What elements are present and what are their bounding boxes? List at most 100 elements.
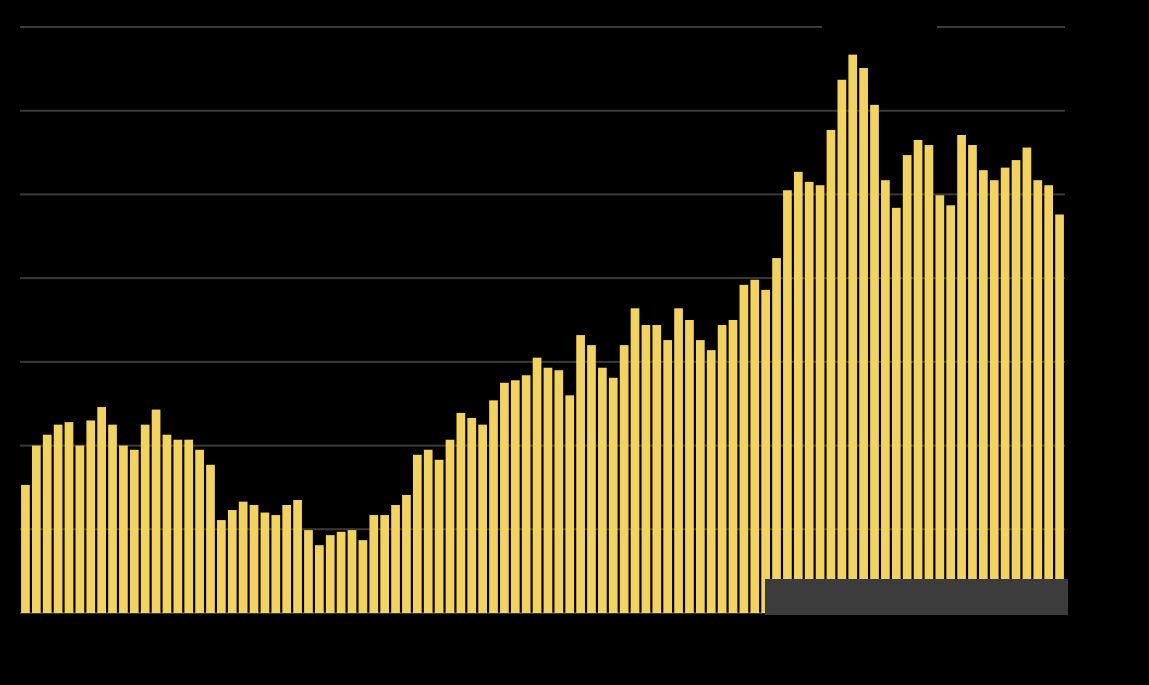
bar <box>42 434 52 613</box>
bar <box>1011 160 1021 613</box>
bar <box>772 258 781 613</box>
bar <box>402 494 411 613</box>
bar <box>979 170 988 613</box>
bar <box>129 449 139 613</box>
bar <box>140 424 150 613</box>
bar <box>108 424 117 613</box>
bar <box>695 340 705 613</box>
bar <box>565 395 575 613</box>
bar <box>554 370 564 613</box>
y-tick-label: 60 <box>3 103 17 117</box>
bar <box>1022 147 1032 613</box>
bar <box>217 520 226 613</box>
bar <box>260 512 270 613</box>
bar <box>391 505 400 613</box>
bar <box>924 145 934 613</box>
bar <box>826 129 836 613</box>
bar <box>53 424 63 613</box>
y-tick-label: 30 <box>3 354 17 368</box>
bar <box>64 422 74 613</box>
bar <box>968 145 977 613</box>
bar <box>162 434 172 613</box>
y-tick-label: 10 <box>3 521 17 535</box>
bar <box>739 284 749 613</box>
bar <box>521 375 531 613</box>
bar <box>532 357 542 613</box>
bar <box>902 155 912 613</box>
bar <box>314 545 324 613</box>
bar <box>957 134 966 613</box>
bar <box>500 382 509 613</box>
bar <box>271 515 281 613</box>
bar <box>423 449 433 613</box>
bar <box>510 380 520 613</box>
bar <box>1000 167 1010 613</box>
y-tick-label: 0 <box>9 605 16 619</box>
bar <box>489 400 498 613</box>
bar <box>815 185 825 613</box>
bar <box>1033 180 1043 613</box>
bar <box>587 345 596 613</box>
bar <box>859 68 868 613</box>
y-tick-label: 70 <box>3 19 17 33</box>
bar <box>750 279 760 613</box>
bar <box>717 325 727 613</box>
y-tick-label: 50 <box>3 187 17 201</box>
bar <box>608 377 618 613</box>
bar <box>598 367 607 613</box>
bar <box>21 484 30 613</box>
bar <box>31 445 41 613</box>
bar <box>195 449 204 613</box>
bar <box>173 439 183 613</box>
bar <box>380 515 390 613</box>
bar <box>641 325 651 613</box>
bar <box>793 171 803 613</box>
legend-area <box>822 20 937 34</box>
bar <box>412 454 422 613</box>
bar <box>358 540 368 613</box>
bar <box>456 412 466 613</box>
bar <box>630 308 640 613</box>
bar <box>619 345 629 613</box>
bar <box>434 459 444 613</box>
bar <box>119 445 128 613</box>
bar <box>728 320 738 613</box>
bar <box>249 505 259 613</box>
bar <box>881 180 890 613</box>
bar <box>576 335 585 613</box>
bar <box>325 535 335 613</box>
bar <box>543 367 553 613</box>
bar <box>1055 214 1064 613</box>
bar <box>848 54 858 613</box>
bar <box>336 531 346 613</box>
source-box <box>765 579 1068 615</box>
bar <box>184 439 194 613</box>
y-tick-label: 40 <box>3 270 17 284</box>
bar <box>652 325 662 613</box>
bar <box>238 501 248 613</box>
bar <box>804 181 814 613</box>
bar <box>369 515 379 613</box>
bar <box>706 350 716 613</box>
bar <box>989 180 999 613</box>
bar <box>227 510 237 613</box>
bar <box>206 464 215 613</box>
bar <box>293 499 302 613</box>
bar <box>97 407 106 613</box>
bar <box>685 320 694 613</box>
bar <box>674 308 683 613</box>
bar <box>304 530 313 613</box>
bar <box>761 289 771 613</box>
bar <box>946 205 956 613</box>
bar <box>1044 185 1054 613</box>
bar <box>347 530 357 613</box>
bar <box>478 424 487 613</box>
bar <box>75 445 85 613</box>
bar <box>663 340 673 613</box>
bar <box>445 439 455 613</box>
bar <box>891 207 901 613</box>
bar <box>837 79 847 614</box>
bars <box>21 54 1064 614</box>
bar <box>870 104 879 614</box>
